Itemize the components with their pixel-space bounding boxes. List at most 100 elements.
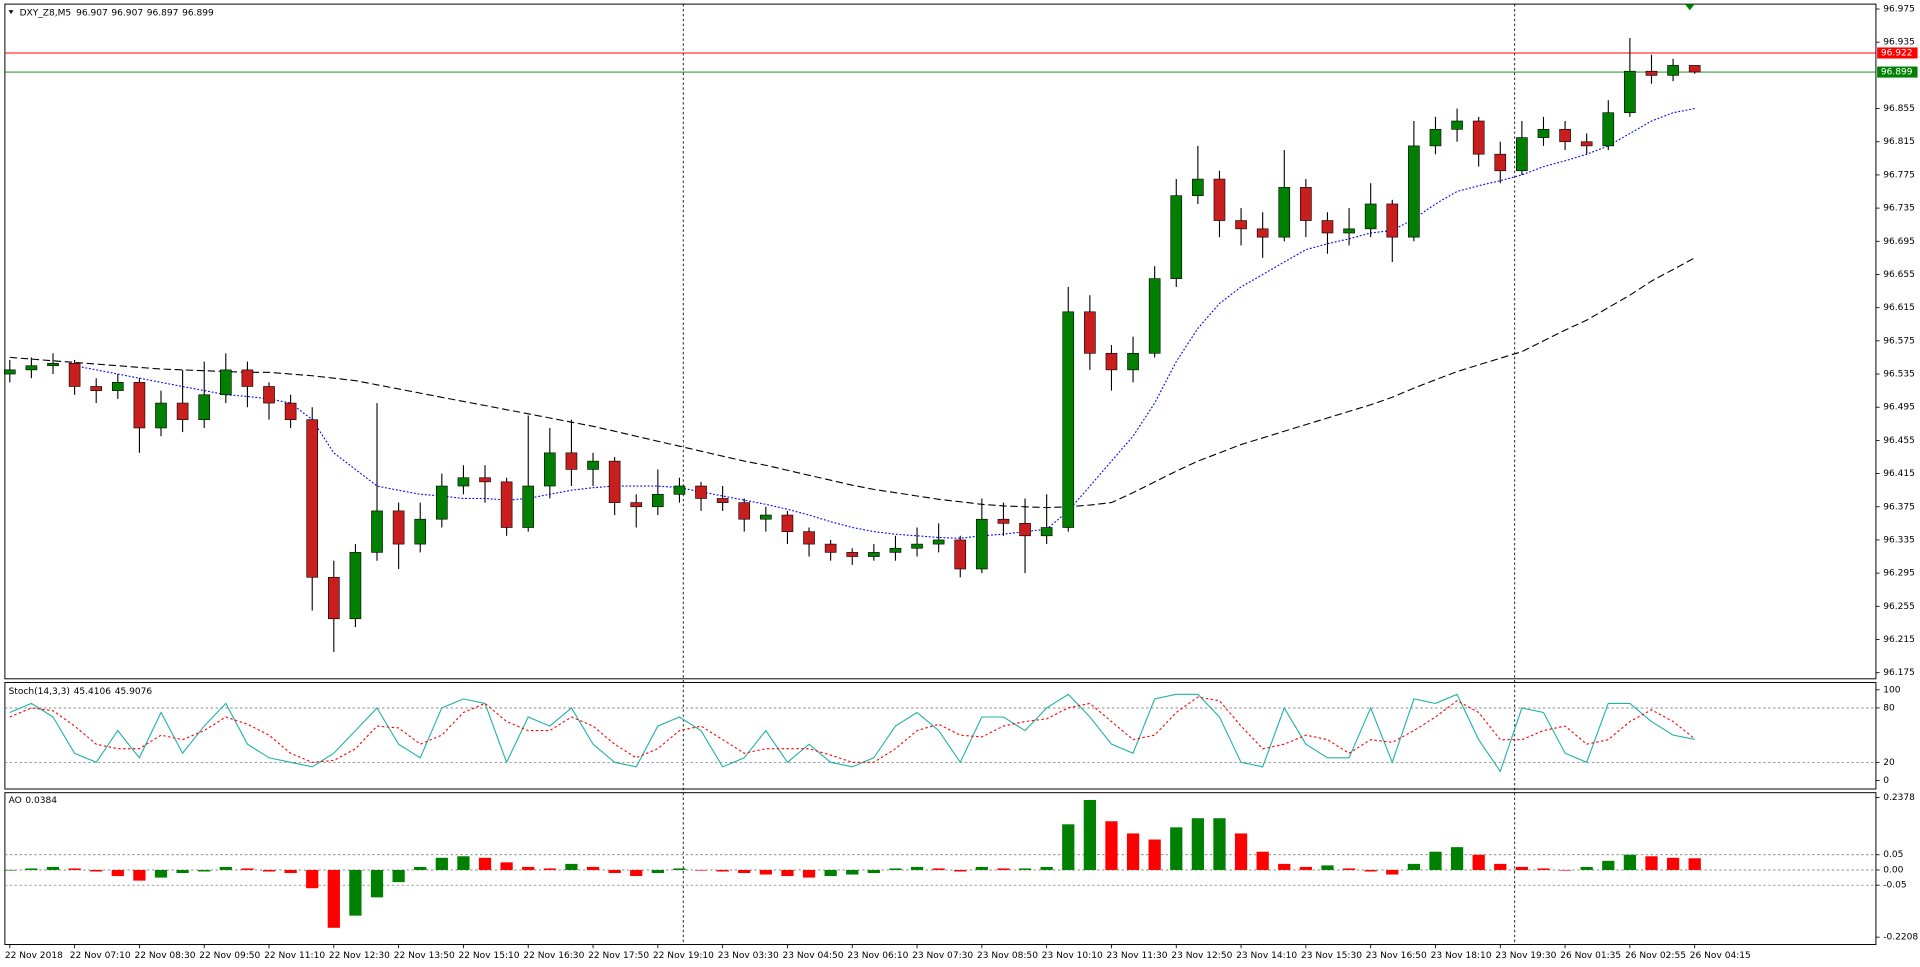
ao-bar (1126, 833, 1140, 870)
ao-bar (846, 869, 859, 875)
ao-bar (1083, 799, 1096, 870)
candle-body (479, 477, 491, 483)
y-tick-label: 96.455 (1883, 436, 1915, 446)
ao-bar (1105, 821, 1118, 870)
y-tick-label: 96.215 (1883, 635, 1915, 645)
y-tick-label: 0.00 (1883, 865, 1903, 875)
candle-body (824, 543, 837, 553)
candle-body (1321, 220, 1334, 234)
candle-body (1235, 220, 1247, 230)
candle-body (522, 485, 535, 528)
candle-body (587, 460, 599, 470)
candle-body (1386, 203, 1399, 238)
ao-title: AO (9, 796, 22, 806)
ao-bar (241, 868, 254, 870)
stochastic-line (9, 696, 1696, 763)
candle-body (90, 386, 103, 391)
y-tick-label: 96.735 (1883, 204, 1915, 214)
y-tick-label: 96.615 (1883, 303, 1915, 313)
candle-body (695, 485, 707, 499)
ao-bar (1170, 827, 1183, 870)
x-tick-label: 26 Nov 02:55 (1625, 951, 1686, 961)
ao-bar (25, 868, 38, 870)
x-tick-label: 22 Nov 17:50 (588, 951, 649, 961)
candle-body (673, 485, 686, 495)
x-tick-label: 23 Nov 14:10 (1236, 951, 1297, 961)
candle-body (1256, 228, 1269, 238)
header-open: 96.907 (76, 8, 108, 18)
price-level-label: 96.922 (1881, 48, 1913, 58)
ao-bar (1558, 869, 1572, 871)
x-tick-label: 23 Nov 16:50 (1366, 951, 1427, 961)
ao-bar (522, 866, 535, 870)
y-tick-label: -0.2208 (1883, 933, 1918, 943)
y-tick-label: 96.175 (1883, 668, 1915, 678)
candle-body (1084, 311, 1096, 354)
ao-bar (694, 869, 708, 871)
candle-body (1624, 70, 1636, 114)
candle-body (1300, 187, 1312, 221)
candle-body (284, 402, 297, 420)
candle-body (1364, 203, 1377, 230)
ao-bar (975, 866, 988, 870)
candle-body (608, 460, 621, 503)
header-high: 96.907 (111, 8, 143, 18)
ao-bar (327, 869, 340, 928)
candle-body (803, 531, 815, 545)
x-tick-label: 22 Nov 08:30 (135, 951, 196, 961)
y-tick-label: 80 (1883, 703, 1895, 713)
ao-bar (1645, 856, 1658, 870)
ao-bar (1472, 854, 1485, 870)
main-header: DXY_Z8,M5 96.907 96.907 96.897 96.899 (20, 8, 214, 18)
x-tick-label: 22 Nov 19:10 (653, 951, 714, 961)
candle-body (414, 518, 427, 545)
candle-body (457, 477, 470, 487)
ao-panel (4, 792, 1877, 946)
candle-body (544, 452, 556, 487)
ao-bar (90, 869, 103, 872)
header-close: 96.899 (182, 8, 214, 18)
ao-bar (1666, 857, 1680, 870)
ao-bar (716, 869, 729, 872)
x-tick-label: 26 Nov 01:35 (1560, 951, 1621, 961)
candle-body (1192, 178, 1204, 196)
ao-bar (1321, 865, 1334, 870)
candle-body (371, 510, 383, 553)
candle-body (68, 362, 81, 387)
y-tick-label: 96.815 (1883, 137, 1915, 147)
stochastic-line (9, 693, 1695, 773)
ao-bar (284, 869, 297, 874)
x-tick-label: 22 Nov 09:50 (199, 951, 260, 961)
x-tick-label: 23 Nov 07:30 (912, 951, 973, 961)
ao-bar (1580, 866, 1593, 870)
ao-header: AO 0.0384 (9, 796, 58, 806)
candle-body (198, 394, 211, 420)
candle-body (1451, 120, 1463, 130)
x-tick-label: 26 Nov 04:15 (1690, 951, 1751, 961)
stoch-main: 45.4106 (74, 687, 112, 697)
ao-value: 0.0384 (25, 796, 57, 806)
ao-bar (1515, 866, 1529, 870)
y-tick-label: 96.535 (1883, 370, 1915, 380)
ao-bar (889, 868, 902, 870)
ao-bar (1494, 863, 1507, 870)
candle-body (738, 502, 751, 520)
y-tick-label: 96.855 (1883, 104, 1915, 114)
x-tick-label: 23 Nov 03:30 (718, 951, 779, 961)
ao-bar (478, 857, 492, 870)
y-tick-label: 96.695 (1883, 237, 1915, 247)
ao-bar (954, 869, 967, 872)
ao-bar (1342, 868, 1356, 870)
candle-body (1062, 311, 1075, 528)
candle-body (565, 452, 578, 470)
ao-bar (932, 868, 945, 870)
ao-bar (608, 869, 621, 874)
candle-body (889, 547, 902, 553)
candle-body (349, 552, 362, 620)
candle-body (1127, 352, 1139, 371)
stoch-signal: 45.9076 (115, 687, 153, 697)
ao-bar (68, 868, 81, 870)
candle-body (47, 362, 59, 367)
y-tick-label: 100 (1883, 685, 1901, 695)
